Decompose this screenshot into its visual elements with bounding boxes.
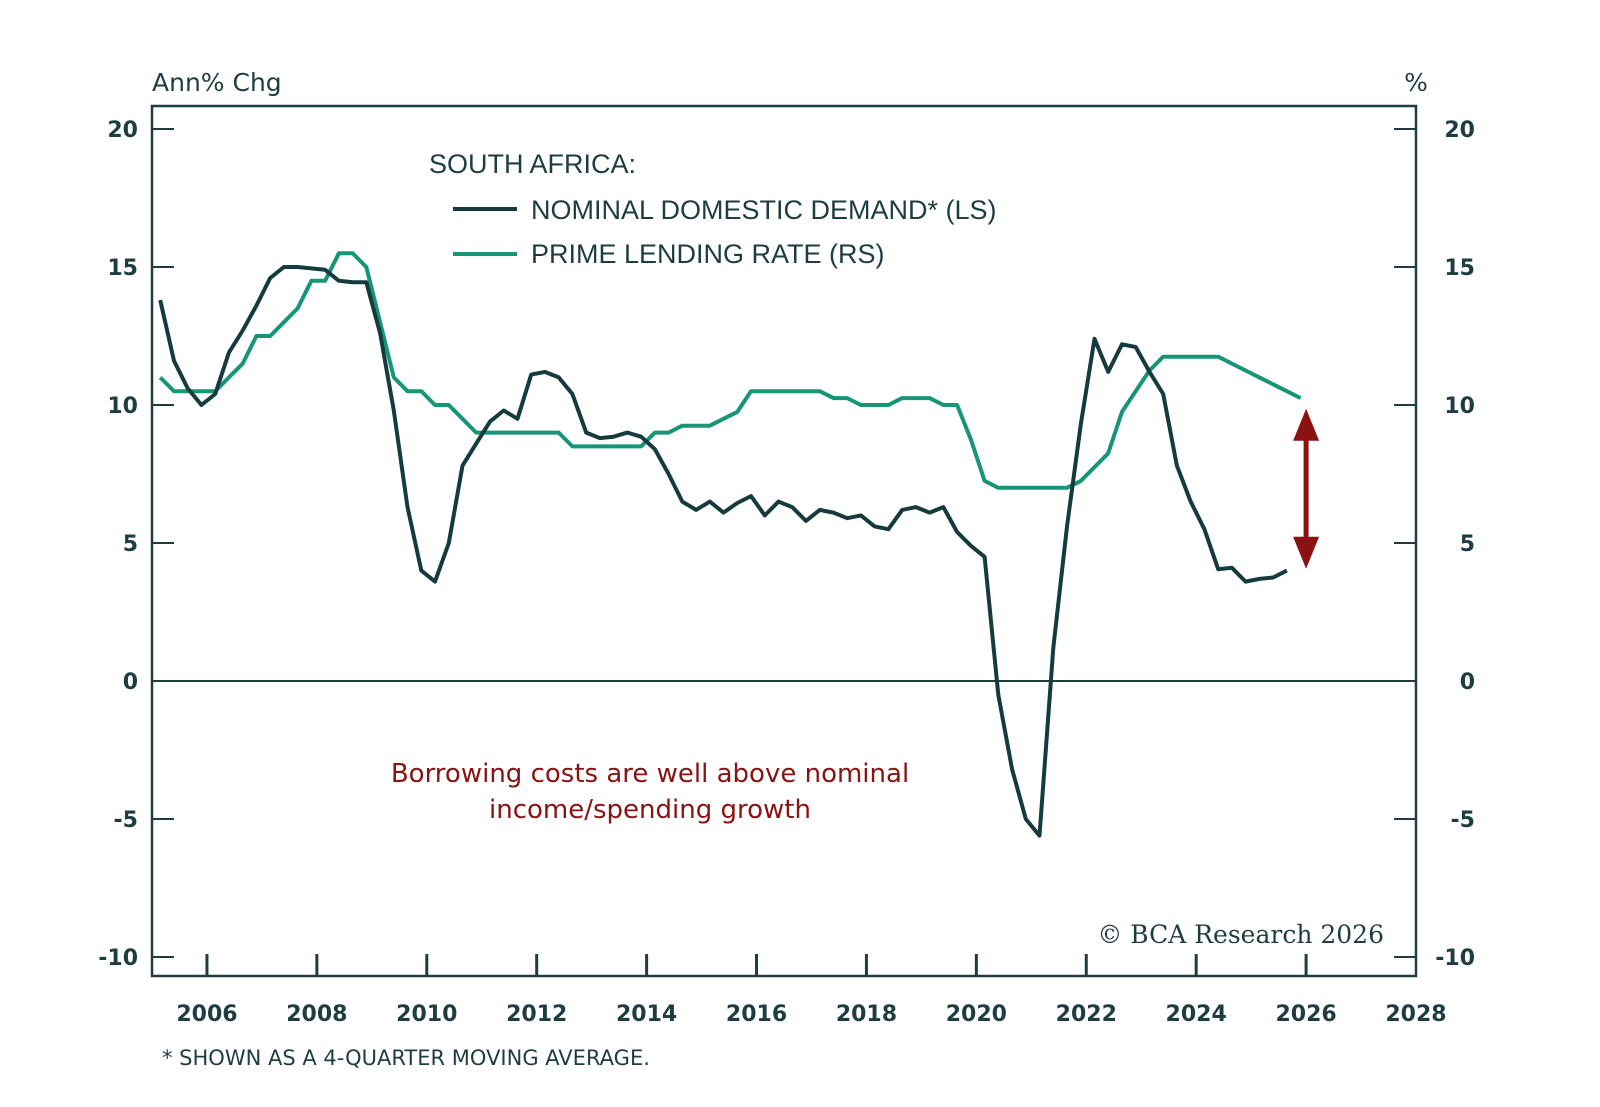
x-tick-label: 2014 xyxy=(616,1002,677,1027)
x-tick-label: 2026 xyxy=(1275,1002,1336,1027)
x-tick-label: 2012 xyxy=(506,1002,567,1027)
annotation-line-2: income/spending growth xyxy=(489,795,811,825)
y-tick-label-right: -10 xyxy=(1435,946,1475,971)
annotation-line-1: Borrowing costs are well above nominal xyxy=(391,759,909,789)
y-tick-label-right: -5 xyxy=(1451,808,1475,833)
y-tick-label-right: 20 xyxy=(1444,118,1475,143)
arrow-head-down-icon xyxy=(1293,536,1320,569)
y-tick-label-right: 0 xyxy=(1460,670,1475,695)
y-tick-label-left: 20 xyxy=(107,118,138,143)
x-tick-label: 2028 xyxy=(1385,1002,1446,1027)
x-tick-label: 2010 xyxy=(396,1002,457,1027)
x-tick-label: 2018 xyxy=(836,1002,897,1027)
x-tick-label: 2008 xyxy=(286,1002,347,1027)
left-axis-title: Ann% Chg xyxy=(152,68,282,97)
gap-arrow xyxy=(1293,408,1320,569)
x-axis: 2006 2008 2010 2012 2014 2016 2018 2020 2022 2024… xyxy=(176,954,1447,1027)
legend-label-nominal-demand: NOMINAL DOMESTIC DEMAND* (LS) xyxy=(531,195,997,225)
y-tick-label-left: 15 xyxy=(107,256,138,281)
x-tick-label: 2006 xyxy=(176,1002,237,1027)
x-tick-label: 2024 xyxy=(1166,1002,1227,1027)
x-tick-label: 2016 xyxy=(726,1002,787,1027)
y-tick-label-left: 0 xyxy=(123,670,138,695)
y-tick-label-right: 15 xyxy=(1444,256,1475,281)
legend-title: SOUTH AFRICA: xyxy=(429,149,636,179)
y-tick-label-left: 10 xyxy=(107,394,138,419)
y-tick-label-left: -5 xyxy=(114,808,138,833)
series-line-nominal-domestic-demand xyxy=(158,265,1288,838)
y-tick-label-left: 5 xyxy=(123,532,138,557)
legend-label-prime-rate: PRIME LENDING RATE (RS) xyxy=(531,239,885,269)
x-tick-label: 2020 xyxy=(946,1002,1007,1027)
arrow-head-up-icon xyxy=(1293,408,1320,441)
y-axis-left: 20 15 10 5 0 -5 -10 xyxy=(98,118,174,971)
source-credit: © BCA Research 2026 xyxy=(1097,920,1384,949)
series-line-prime-lending-rate xyxy=(158,251,1302,490)
legend: SOUTH AFRICA: NOMINAL DOMESTIC DEMAND* (… xyxy=(429,149,997,269)
plot-frame xyxy=(150,104,1418,978)
right-axis-title: % xyxy=(1404,68,1428,97)
y-tick-label-right: 10 xyxy=(1444,394,1475,419)
y-tick-label-left: -10 xyxy=(98,946,138,971)
x-tick-label: 2022 xyxy=(1056,1002,1117,1027)
data-points xyxy=(160,253,1301,836)
y-axis-right: 20 15 10 5 0 -5 -10 xyxy=(1394,118,1475,971)
footnote: * SHOWN AS A 4-QUARTER MOVING AVERAGE. xyxy=(162,1046,650,1070)
y-tick-label-right: 5 xyxy=(1460,532,1475,557)
